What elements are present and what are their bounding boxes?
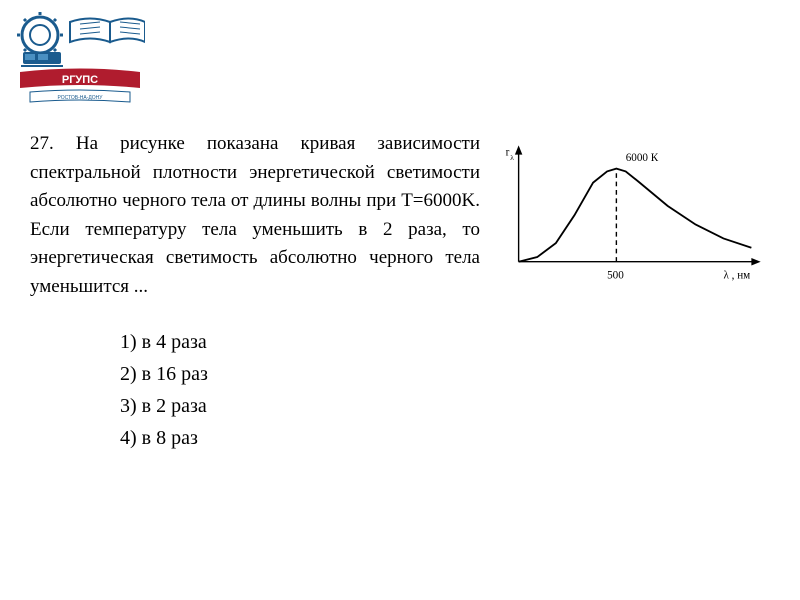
- university-logo: РГУПС РОСТОВ-НА-ДОНУ: [15, 10, 145, 105]
- svg-text:r: r: [506, 147, 510, 159]
- option-4: 4) в 8 раз: [120, 422, 770, 454]
- question-row: 27. На рисунке показана кривая зависимос…: [30, 130, 770, 301]
- svg-text:λ , нм: λ , нм: [723, 269, 750, 281]
- question-text: 27. На рисунке показана кривая зависимос…: [30, 130, 480, 301]
- answer-options: 1) в 4 раза 2) в 16 раз 3) в 2 раза 4) в…: [120, 326, 770, 454]
- content-area: 27. На рисунке показана кривая зависимос…: [30, 130, 770, 454]
- svg-text:6000 К: 6000 К: [626, 152, 659, 164]
- option-3: 3) в 2 раза: [120, 390, 770, 422]
- question-body: На рисунке показана кривая зависимости с…: [30, 133, 480, 297]
- spectral-density-chart: r λ λ , нм 6000 К 500: [500, 135, 770, 300]
- svg-text:РГУПС: РГУПС: [62, 74, 98, 86]
- svg-text:РОСТОВ-НА-ДОНУ: РОСТОВ-НА-ДОНУ: [58, 95, 104, 101]
- svg-text:500: 500: [607, 269, 624, 281]
- option-2: 2) в 16 раз: [120, 358, 770, 390]
- svg-text:λ: λ: [510, 153, 514, 162]
- question-number: 27.: [30, 133, 54, 154]
- option-1: 1) в 4 раза: [120, 326, 770, 358]
